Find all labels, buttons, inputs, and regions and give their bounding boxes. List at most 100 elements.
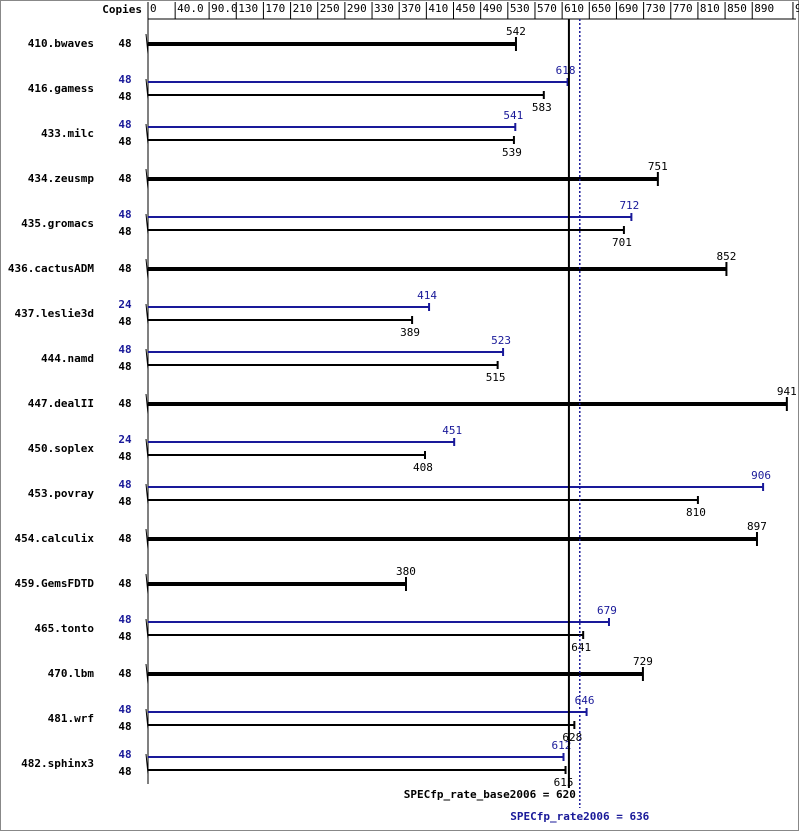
- copies: 48: [118, 532, 131, 545]
- x-tick-label: 650: [591, 2, 611, 15]
- row-tick: [145, 213, 149, 235]
- value-label: 539: [502, 146, 522, 159]
- bar: [148, 402, 787, 406]
- copies: 24: [118, 433, 132, 446]
- copies: 48: [118, 495, 131, 508]
- x-tick-label: 810: [700, 2, 720, 15]
- x-tick-label: 90.0: [211, 2, 238, 15]
- benchmark-name: 454.calculix: [15, 532, 95, 545]
- x-tick-label: 690: [618, 2, 638, 15]
- x-tick-label: 290: [347, 2, 367, 15]
- copies: 48: [118, 225, 131, 238]
- value-label: 380: [396, 565, 416, 578]
- copies: 48: [118, 667, 131, 680]
- row-tick: [145, 663, 149, 685]
- copies-header: Copies: [102, 3, 142, 16]
- x-tick-label: 170: [265, 2, 285, 15]
- benchmark-name: 465.tonto: [34, 622, 94, 635]
- row-tick: [145, 753, 149, 775]
- row-tick: [145, 78, 149, 100]
- row-tick: [145, 528, 149, 550]
- copies: 24: [118, 298, 132, 311]
- benchmark-name: 482.sphinx3: [21, 757, 94, 770]
- copies: 48: [118, 630, 131, 643]
- benchmark-name: 459.GemsFDTD: [15, 577, 95, 590]
- x-tick-label: 210: [293, 2, 313, 15]
- x-tick-label: 490: [483, 2, 503, 15]
- copies: 48: [118, 613, 131, 626]
- x-tick-label: 330: [374, 2, 394, 15]
- value-label: 810: [686, 506, 706, 519]
- value-label: 612: [552, 739, 572, 752]
- bar: [148, 537, 757, 541]
- copies: 48: [118, 37, 131, 50]
- copies: 48: [118, 118, 131, 131]
- value-label: 729: [633, 655, 653, 668]
- x-tick-label: 570: [537, 2, 557, 15]
- x-tick-label: 530: [510, 2, 530, 15]
- row-tick: [145, 483, 149, 505]
- x-tick-label: 950: [795, 2, 799, 15]
- row-tick: [145, 708, 149, 730]
- copies: 48: [118, 90, 131, 103]
- value-label: 712: [619, 199, 639, 212]
- x-tick-label: 850: [727, 2, 747, 15]
- row-tick: [145, 438, 149, 460]
- copies: 48: [118, 720, 131, 733]
- reference-label: SPECfp_rate_base2006 = 620: [404, 788, 576, 801]
- x-tick-label: 450: [456, 2, 476, 15]
- x-tick-label: 130: [238, 2, 258, 15]
- copies: 48: [118, 135, 131, 148]
- reference-label: SPECfp_rate2006 = 636: [510, 810, 649, 823]
- value-label: 646: [575, 694, 595, 707]
- value-label: 641: [571, 641, 591, 654]
- row-tick: [145, 303, 149, 325]
- value-label: 451: [442, 424, 462, 437]
- x-tick-label: 250: [320, 2, 340, 15]
- benchmark-name: 481.wrf: [48, 712, 94, 725]
- benchmark-name: 437.leslie3d: [15, 307, 94, 320]
- copies: 48: [118, 748, 131, 761]
- value-label: 628: [562, 731, 582, 744]
- copies: 48: [118, 765, 131, 778]
- benchmark-name: 433.milc: [41, 127, 94, 140]
- benchmark-name: 447.dealII: [28, 397, 94, 410]
- row-tick: [145, 573, 149, 595]
- row-tick: [145, 618, 149, 640]
- value-label: 679: [597, 604, 617, 617]
- bar: [148, 42, 516, 46]
- row-tick: [145, 168, 149, 190]
- x-tick-label: 0: [150, 2, 157, 15]
- copies: 48: [118, 478, 131, 491]
- row-tick: [145, 348, 149, 370]
- value-label: 408: [413, 461, 433, 474]
- row-tick: [145, 258, 149, 280]
- value-label: 414: [417, 289, 437, 302]
- bar: [148, 672, 643, 676]
- x-tick-label: 890: [754, 2, 774, 15]
- value-label: 852: [716, 250, 736, 263]
- value-label: 618: [556, 64, 576, 77]
- benchmark-name: 435.gromacs: [21, 217, 94, 230]
- value-label: 542: [506, 25, 526, 38]
- copies: 48: [118, 315, 131, 328]
- copies: 48: [118, 397, 131, 410]
- value-label: 897: [747, 520, 767, 533]
- x-tick-label: 730: [646, 2, 666, 15]
- value-label: 523: [491, 334, 511, 347]
- benchmark-name: 453.povray: [28, 487, 95, 500]
- copies: 48: [118, 343, 131, 356]
- copies: 48: [118, 262, 131, 275]
- benchmark-name: 470.lbm: [48, 667, 95, 680]
- value-label: 541: [503, 109, 523, 122]
- row-tick: [145, 123, 149, 145]
- x-tick-label: 40.0: [177, 2, 204, 15]
- benchmark-name: 444.namd: [41, 352, 94, 365]
- copies: 48: [118, 172, 131, 185]
- bar: [148, 177, 658, 181]
- row-tick: [145, 393, 149, 415]
- benchmark-name: 450.soplex: [28, 442, 95, 455]
- x-tick-label: 370: [401, 2, 421, 15]
- x-tick-label: 610: [564, 2, 584, 15]
